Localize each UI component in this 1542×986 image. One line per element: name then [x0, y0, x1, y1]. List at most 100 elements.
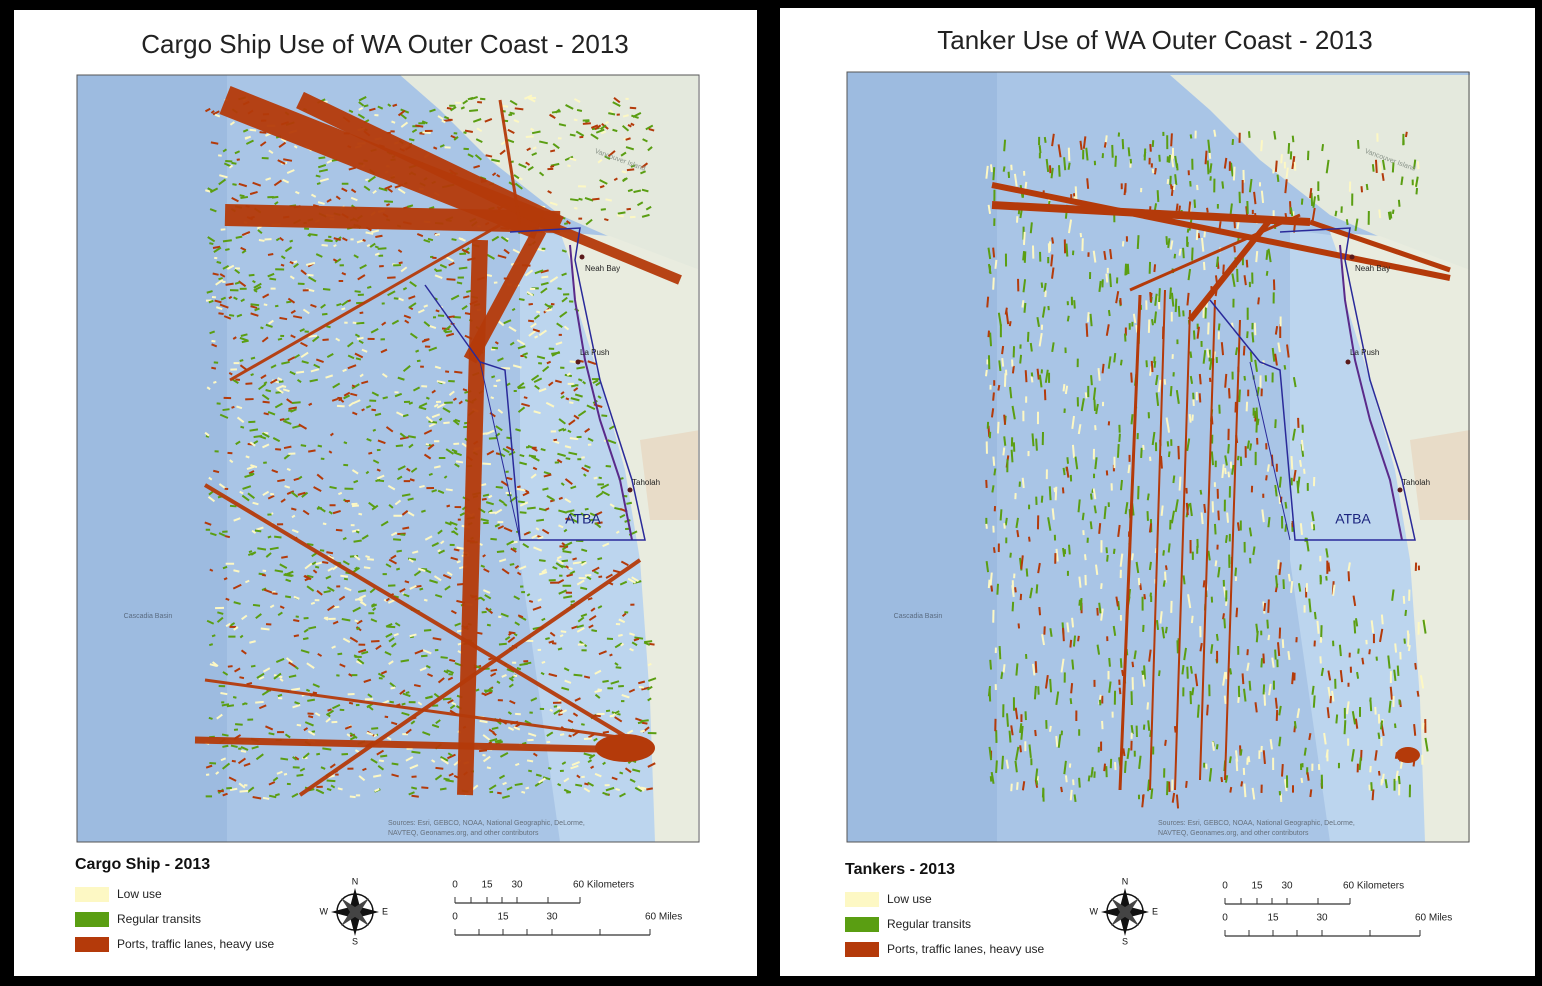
traffic-segment: [597, 605, 603, 609]
traffic-segment: [435, 719, 441, 725]
traffic-segment: [1253, 322, 1257, 336]
traffic-segment: [315, 561, 322, 566]
traffic-segment: [1079, 140, 1083, 151]
traffic-segment: [489, 511, 497, 514]
traffic-segment: [992, 525, 995, 533]
traffic-segment: [354, 749, 360, 754]
traffic-segment: [242, 485, 252, 490]
traffic-segment: [1082, 530, 1085, 536]
traffic-segment: [1093, 473, 1096, 479]
traffic-segment: [1085, 147, 1089, 161]
traffic-segment: [231, 161, 237, 165]
traffic-segment: [1118, 687, 1122, 695]
traffic-segment: [1093, 771, 1096, 778]
traffic-segment: [373, 733, 378, 738]
traffic-segment: [248, 550, 253, 554]
traffic-segment: [233, 728, 239, 731]
traffic-segment: [228, 776, 237, 782]
traffic-segment: [396, 475, 403, 481]
scale-label: 30: [1316, 913, 1328, 924]
traffic-segment: [444, 401, 453, 404]
traffic-segment: [1246, 331, 1249, 339]
traffic-segment: [1296, 708, 1301, 719]
traffic-segment: [235, 235, 243, 239]
traffic-segment: [369, 399, 377, 402]
traffic-segment: [1424, 719, 1427, 733]
traffic-segment: [1079, 597, 1083, 611]
traffic-segment: [1239, 749, 1243, 756]
traffic-segment: [294, 701, 301, 705]
traffic-segment: [1267, 634, 1271, 641]
traffic-segment: [274, 304, 279, 308]
traffic-segment: [340, 574, 349, 578]
traffic-segment: [308, 276, 317, 283]
traffic-segment: [317, 163, 327, 169]
traffic-segment: [414, 649, 424, 655]
traffic-segment: [1113, 690, 1117, 705]
traffic-segment: [432, 256, 437, 260]
traffic-segment: [627, 577, 637, 584]
traffic-segment: [508, 325, 517, 332]
traffic-segment: [1283, 364, 1287, 370]
traffic-segment: [587, 437, 594, 442]
traffic-segment: [1236, 268, 1239, 283]
traffic-segment: [352, 399, 361, 405]
traffic-segment: [1185, 487, 1188, 494]
traffic-segment: [293, 315, 303, 319]
traffic-segment: [1389, 211, 1393, 219]
traffic-segment: [565, 104, 574, 110]
traffic-segment: [989, 659, 993, 670]
traffic-segment: [1200, 340, 1203, 347]
traffic-segment: [1374, 159, 1378, 174]
traffic-segment: [1196, 704, 1200, 718]
traffic-segment: [1311, 685, 1315, 695]
traffic-segment: [261, 587, 267, 592]
traffic-segment: [1393, 669, 1397, 682]
traffic-segment: [1415, 187, 1419, 195]
traffic-segment: [317, 444, 323, 448]
traffic-segment: [526, 290, 534, 297]
traffic-segment: [450, 294, 460, 301]
traffic-segment: [567, 719, 574, 724]
traffic-segment: [548, 579, 556, 582]
traffic-segment: [594, 124, 602, 131]
traffic-segment: [267, 319, 274, 325]
traffic-segment: [605, 786, 615, 792]
traffic-segment: [354, 333, 361, 338]
traffic-segment: [1168, 781, 1171, 792]
traffic-segment: [1235, 758, 1239, 772]
traffic-lane: [1174, 309, 1191, 791]
traffic-segment: [267, 272, 275, 278]
traffic-segment: [1205, 763, 1208, 770]
traffic-segment: [454, 451, 462, 457]
traffic-segment: [581, 775, 585, 779]
traffic-segment: [358, 589, 367, 593]
traffic-segment: [374, 788, 380, 792]
traffic-segment: [1202, 305, 1205, 318]
traffic-segment: [1246, 307, 1249, 320]
traffic-segment: [250, 312, 259, 317]
traffic-segment: [409, 633, 417, 638]
traffic-segment: [263, 461, 267, 464]
traffic-segment: [609, 109, 614, 114]
traffic-segment: [590, 124, 599, 129]
traffic-segment: [334, 258, 342, 264]
traffic-segment: [516, 382, 525, 389]
traffic-segment: [1096, 644, 1101, 655]
traffic-segment: [329, 504, 336, 507]
traffic-segment: [258, 675, 265, 681]
traffic-segment: [1248, 178, 1253, 193]
traffic-segment: [326, 325, 331, 329]
traffic-segment: [289, 239, 294, 243]
traffic-segment: [1424, 737, 1429, 752]
traffic-segment: [376, 479, 385, 483]
traffic-segment: [233, 517, 241, 522]
traffic-segment: [358, 648, 367, 654]
traffic-segment: [449, 543, 455, 547]
traffic-segment: [1094, 425, 1097, 431]
traffic-segment: [1224, 534, 1228, 544]
traffic-segment: [341, 299, 349, 307]
traffic-segment: [275, 237, 280, 242]
traffic-segment: [1209, 176, 1212, 181]
traffic-segment: [241, 339, 249, 344]
